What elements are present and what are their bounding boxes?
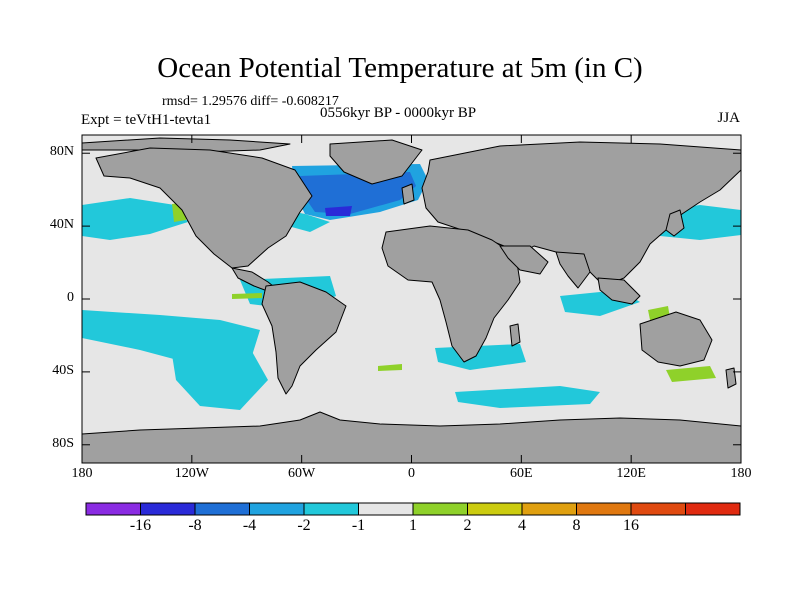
lat-label-2: 0 <box>67 290 74 305</box>
lon-label-3: 0 <box>408 466 415 481</box>
land-new-zealand <box>725 367 737 389</box>
season-label: JJA <box>717 110 740 126</box>
anomaly-australia-south <box>666 366 716 382</box>
land-greenland <box>329 139 423 185</box>
colorbar <box>85 502 741 516</box>
colorbar-label-2: -4 <box>242 517 257 534</box>
colorbar-bin-7 <box>467 502 523 516</box>
land-australia <box>639 311 713 367</box>
lon-label-0: 180 <box>71 466 93 481</box>
colorbar-label-3: -2 <box>297 517 311 534</box>
lon-label-2: 60W <box>288 466 316 481</box>
land-arctic-coast <box>81 137 291 153</box>
colorbar-bin-10 <box>630 502 686 516</box>
map-title: Ocean Potential Temperature at 5m (in C) <box>157 52 643 84</box>
anomaly-north-pacific-east <box>82 198 188 240</box>
colorbar-label-8: 8 <box>572 517 581 534</box>
colorbar-label-1: -8 <box>188 517 202 534</box>
land-north-america <box>95 147 313 269</box>
land-masses <box>81 137 742 464</box>
colorbar-bin-1 <box>140 502 196 516</box>
land-africa <box>381 225 521 363</box>
lon-label-4: 60E <box>510 466 533 481</box>
colorbar-bin-5 <box>358 502 414 516</box>
land-arabia <box>499 245 549 275</box>
colorbar-label-4: -1 <box>351 517 366 534</box>
anomaly-tropical-atlantic-green <box>232 293 262 299</box>
stats-line: rmsd= 1.29576 diff= -0.608217 <box>162 94 339 109</box>
land-madagascar <box>509 323 521 347</box>
colorbar-label-5: 1 <box>409 517 417 534</box>
land-japan <box>665 209 685 237</box>
experiment-label: Expt = teVtH1-tevta1 <box>81 112 212 128</box>
lon-label-5: 120E <box>616 466 646 481</box>
anomaly-north-atlantic-strong <box>300 172 416 214</box>
colorbar-label-7: 4 <box>518 517 526 534</box>
land-india <box>555 251 591 289</box>
anomaly-north-atlantic-core <box>325 206 352 216</box>
colorbar-bin-11 <box>685 502 741 516</box>
lat-label-3: 40S <box>52 362 74 378</box>
lat-label-4: 80S <box>52 435 74 451</box>
colorbar-bin-6 <box>412 502 468 516</box>
colorbar-bin-8 <box>521 502 577 516</box>
colorbar-bin-2 <box>194 502 250 516</box>
colorbar-label-0: -16 <box>129 517 152 534</box>
colorbar-bin-3 <box>249 502 305 516</box>
axis-ticks <box>81 135 742 463</box>
anomaly-south-pacific-mid <box>170 342 268 410</box>
lon-label-1: 120W <box>174 466 209 481</box>
lat-label-0: 80N <box>49 144 74 160</box>
lat-label-1: 40N <box>49 217 74 233</box>
colorbar-label-9: 16 <box>623 517 639 534</box>
anomaly-south-atlantic-green <box>378 364 402 371</box>
land-southeast-asia <box>597 277 641 305</box>
land-uk <box>401 183 415 205</box>
period-label: 0556kyr BP - 0000kyr BP <box>320 105 477 121</box>
map-panel <box>81 134 742 464</box>
lon-label-6: 180 <box>730 466 752 481</box>
colorbar-bin-4 <box>303 502 359 516</box>
land-south-america <box>261 281 347 395</box>
colorbar-bin-0 <box>85 502 141 516</box>
anomaly-southern-ocean <box>455 386 600 408</box>
colorbar-label-6: 2 <box>463 517 472 534</box>
colorbar-bin-9 <box>576 502 632 516</box>
